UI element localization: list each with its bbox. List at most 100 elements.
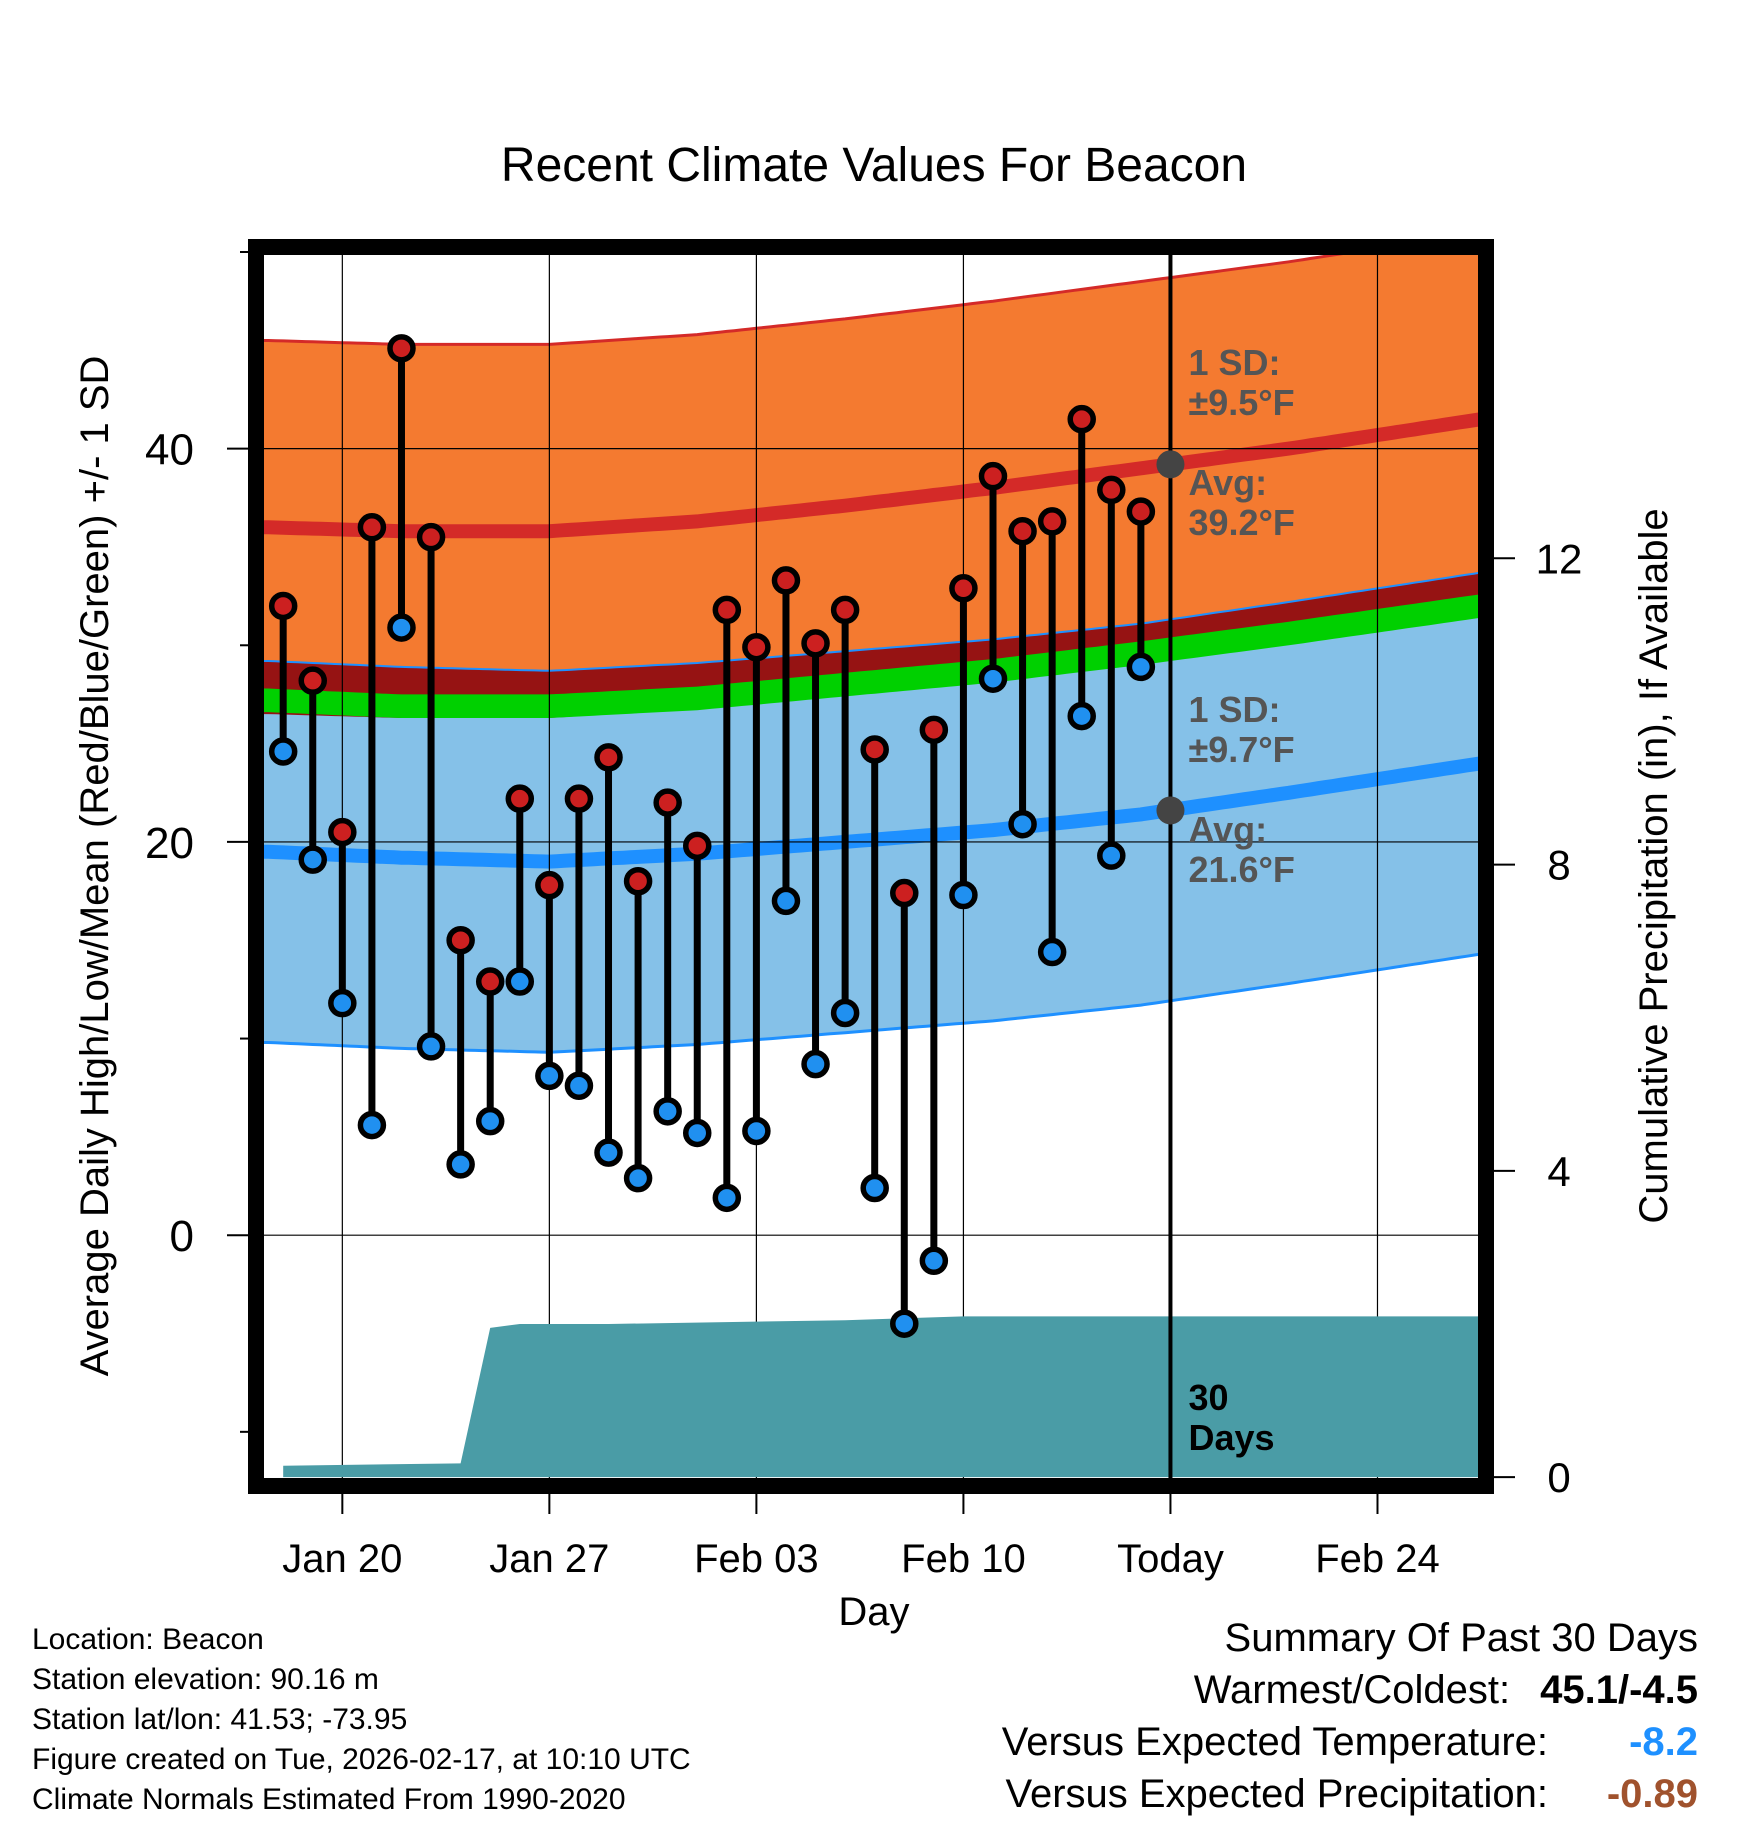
low-point [623,1163,653,1193]
high-avg-marker [1156,450,1185,479]
period-annotation-line: 30 [1188,1377,1228,1418]
high-point [268,591,298,621]
low-point [1097,841,1126,870]
high-point [771,566,801,595]
low-point [860,1173,889,1203]
x-tick-label: Jan 27 [489,1537,609,1581]
low-sd-annotation: 1 SD: ±9.7°F [1188,689,1294,770]
precip-value: -0.89 [1606,1772,1698,1816]
y2-tick-label: 0 [1547,1454,1570,1501]
high-point [830,595,860,625]
low-point [594,1138,623,1167]
low-point [1037,937,1067,967]
high-point [298,666,328,695]
x-axis-label: Day [838,1590,909,1634]
high-sd-annotation: 1 SD: ±9.5°F [1188,342,1294,423]
summary-title: Summary Of Past 30 Days [1224,1616,1698,1660]
low-point [890,1309,919,1338]
low-point [978,664,1008,693]
summary-panel: Summary Of Past 30 Days Warmest/Coldest:… [1002,1612,1698,1820]
y2-tick-label: 4 [1547,1148,1570,1195]
low-point [712,1183,742,1213]
high-point [860,735,889,764]
high-point [594,743,623,772]
high-point [475,967,505,996]
info-location: Location: Beacon [32,1623,264,1656]
summary-warm-cold: Warmest/Coldest: 45.1/-4.5 [1002,1664,1698,1716]
high-avg-annotation-line: Avg: [1188,462,1267,503]
y-tick-label: 0 [170,1212,194,1261]
low-avg-annotation: Avg: 21.6°F [1188,809,1294,890]
info-created: Figure created on Tue, 2026-02-17, at 10… [32,1743,691,1776]
high-point [416,522,446,552]
high-upper-edge [261,252,1363,346]
high-point [653,788,682,817]
low-point [949,880,978,910]
low-point [268,737,298,766]
summary-precip: Versus Expected Precipitation: -0.89 [1002,1768,1698,1820]
high-point [328,817,357,847]
low-point [919,1246,949,1276]
low-point [446,1150,475,1179]
low-avg-annotation-line: Avg: [1188,809,1267,850]
low-point [1067,701,1096,731]
low-point [298,845,328,874]
low-normal-line [261,756,1481,869]
high-point [1126,497,1156,526]
low-point [830,998,860,1028]
temp-label: Versus Expected Temperature: [1001,1720,1548,1764]
high-point [1037,507,1067,536]
info-latlon: Station lat/lon: 41.53; -73.95 [32,1703,408,1736]
high-point [505,784,535,813]
low-sd-annotation-line: 1 SD: [1188,689,1280,730]
low-avg-marker [1156,796,1185,825]
high-normal-line [261,412,1481,539]
period-annotation: 30 Days [1188,1377,1274,1458]
low-point [416,1032,446,1061]
summary-temp: Versus Expected Temperature: -8.2 [1002,1716,1698,1768]
y2-tick-label: 8 [1547,842,1570,889]
low-point [771,886,801,916]
x-tick-label: Jan 20 [282,1537,402,1581]
high-point [949,574,978,603]
high-point [623,866,653,896]
low-lower-edge [261,952,1481,1054]
y-tick-label: 40 [145,426,194,475]
warm-cold-value: 45.1/-4.5 [1540,1668,1698,1712]
high-point [1097,475,1126,505]
low-sd-annotation-line: ±9.7°F [1188,729,1294,770]
x-tick-label: Feb 24 [1315,1537,1440,1581]
chart-title: Recent Climate Values For Beacon [501,139,1247,192]
high-sd-band [261,252,1481,718]
high-point [682,831,712,861]
x-tick-label: Today [1117,1537,1224,1581]
low-point [742,1116,771,1146]
precip-label: Versus Expected Precipitation: [1005,1772,1548,1816]
high-point [564,784,594,813]
mean-band [261,594,1481,718]
station-info: Location: Beacon Station elevation: 90.1… [32,1620,691,1820]
high-point [387,334,416,363]
low-point [328,988,357,1018]
high-point [712,595,742,625]
y-tick-label: 20 [145,819,194,868]
low-point [1126,652,1156,682]
high-point [801,629,830,658]
y2-axis-label: Cumulative Precipitation (in), If Availa… [1632,508,1676,1223]
low-point [357,1110,387,1140]
high-avg-annotation: Avg: 39.2°F [1188,462,1294,543]
overlap-band [261,572,1481,718]
info-normals: Climate Normals Estimated From 1990-2020 [32,1783,626,1816]
info-elevation: Station elevation: 90.16 m [32,1663,379,1696]
x-tick-label: Feb 10 [901,1537,1026,1581]
high-point [919,715,949,745]
low-point [682,1118,712,1148]
warm-cold-label: Warmest/Coldest: [1193,1668,1511,1712]
temp-value: -8.2 [1629,1720,1698,1764]
high-point [357,513,387,542]
low-point [505,967,535,996]
high-point [535,870,564,900]
low-point [535,1061,564,1091]
precipitation-area [283,1316,1481,1478]
